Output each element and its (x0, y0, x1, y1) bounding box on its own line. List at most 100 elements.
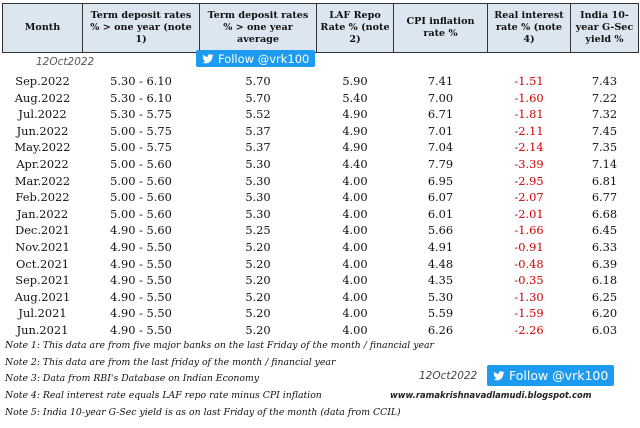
twitter-bird-icon (202, 53, 214, 63)
repo-cell: 4.00 (342, 322, 368, 337)
cpi-cell: 6.71 (427, 107, 454, 122)
td-range-cell: 5.00 - 5.75 (110, 140, 172, 155)
cpi-cell: 5.66 (427, 223, 454, 238)
cpi-cell: 4.35 (427, 273, 454, 288)
col-gsec-header: India 10-year G-Sec yield % (570, 3, 639, 53)
month-cell: Jun.2021 (16, 322, 69, 337)
table-row: Mar.2022 5.00 - 5.60 5.30 4.00 6.95 -2.95 6.81 (3, 173, 639, 190)
table-row: Sep.2022 5.30 - 6.10 5.70 5.90 7.41 -1.51 7.43 (3, 73, 639, 90)
gsec-cell: 6.45 (591, 223, 618, 238)
td-avg-cell: 5.70 (245, 74, 271, 89)
repo-cell: 5.90 (342, 74, 368, 89)
col-month-header: Month (2, 3, 83, 53)
table-row: Oct.2021 4.90 - 5.50 5.20 4.00 4.48 -0.48 6.39 (3, 256, 639, 273)
real-rate-cell: -1.60 (514, 90, 544, 105)
table-row: May.2022 5.00 - 5.75 5.37 4.90 7.04 -2.14 7.35 (3, 139, 639, 156)
cpi-cell: 7.01 (427, 123, 454, 138)
td-avg-cell: 5.20 (245, 306, 271, 321)
gsec-cell: 6.33 (591, 239, 618, 254)
gsec-cell: 6.03 (591, 322, 618, 337)
gsec-cell: 7.22 (591, 90, 618, 105)
table-row: Dec.2021 4.90 - 5.60 5.25 4.00 5.66 -1.66 6.45 (3, 222, 639, 239)
td-avg-cell: 5.30 (245, 173, 271, 188)
td-range-cell: 4.90 - 5.50 (110, 306, 172, 321)
td-avg-cell: 5.37 (245, 123, 271, 138)
gsec-cell: 6.81 (591, 173, 618, 188)
td-range-cell: 5.00 - 5.60 (110, 157, 172, 172)
cpi-cell: 6.01 (427, 206, 454, 221)
month-cell: Aug.2022 (14, 90, 71, 105)
follow-badge-bottom[interactable]: Follow @vrk100 (487, 365, 615, 386)
td-avg-cell: 5.52 (245, 107, 271, 122)
td-avg-cell: 5.20 (245, 289, 271, 304)
month-cell: Aug.2021 (14, 289, 71, 304)
note-4: Note 4: Real interest rate equals LAF re… (5, 390, 322, 402)
repo-cell: 4.00 (342, 256, 368, 271)
td-range-cell: 5.30 - 5.75 (110, 107, 172, 122)
cpi-cell: 6.26 (427, 322, 454, 337)
cpi-cell: 7.41 (427, 74, 454, 89)
table-row: Sep.2021 4.90 - 5.50 5.20 4.00 4.35 -0.35 6.18 (3, 272, 639, 289)
real-rate-cell: -0.48 (514, 256, 544, 271)
month-cell: Jul.2022 (18, 107, 67, 122)
td-avg-cell: 5.25 (245, 223, 271, 238)
col-td-avg-header: Term deposit rates % > one year average (199, 3, 317, 53)
real-rate-cell: -1.81 (514, 107, 544, 122)
repo-cell: 4.00 (342, 273, 368, 288)
month-cell: Jul.2021 (18, 306, 67, 321)
td-range-cell: 4.90 - 5.50 (110, 239, 172, 254)
real-rate-cell: -2.26 (514, 322, 544, 337)
cpi-cell: 7.04 (427, 140, 454, 155)
real-rate-cell: -0.35 (514, 273, 544, 288)
repo-cell: 4.90 (342, 107, 368, 122)
real-rate-cell: -1.59 (514, 306, 544, 321)
gsec-cell: 6.68 (591, 206, 618, 221)
note-5: Note 5: India 10-year G-Sec yield is as … (5, 406, 401, 418)
real-rate-cell: -1.51 (514, 74, 544, 89)
twitter-bird-icon (493, 370, 505, 380)
td-range-cell: 4.90 - 5.50 (110, 322, 172, 337)
repo-cell: 5.40 (342, 90, 368, 105)
cpi-cell: 5.30 (427, 289, 454, 304)
cpi-cell: 7.00 (427, 90, 454, 105)
cpi-cell: 4.48 (427, 256, 454, 271)
cpi-cell: 7.79 (427, 157, 454, 172)
real-rate-cell: -1.30 (514, 289, 544, 304)
td-avg-cell: 5.30 (245, 157, 271, 172)
cpi-cell: 6.07 (427, 190, 454, 205)
table-row: Jan.2022 5.00 - 5.60 5.30 4.00 6.01 -2.01 6.68 (3, 206, 639, 223)
real-rate-cell: -3.39 (514, 157, 544, 172)
gsec-cell: 7.14 (591, 157, 618, 172)
bottom-date: 12Oct2022 (419, 370, 478, 382)
table-row: Aug.2021 4.90 - 5.50 5.20 4.00 5.30 -1.30 6.25 (3, 289, 639, 306)
blog-url[interactable]: www.ramakrishnavadlamudi.blogspot.com (390, 390, 592, 400)
td-range-cell: 5.00 - 5.60 (110, 190, 172, 205)
real-rate-cell: -0.91 (514, 239, 544, 254)
td-avg-cell: 5.20 (245, 239, 271, 254)
note-2: Note 2: This data are from the last frid… (5, 356, 336, 368)
rates-table: Month Term deposit rates % > one year (n… (2, 3, 639, 339)
td-range-cell: 5.00 - 5.60 (110, 206, 172, 221)
td-range-cell: 4.90 - 5.50 (110, 256, 172, 271)
table-row: Apr.2022 5.00 - 5.60 5.30 4.40 7.79 -3.39 7.14 (3, 156, 639, 173)
repo-cell: 4.00 (342, 223, 368, 238)
repo-cell: 4.00 (342, 289, 368, 304)
td-avg-cell: 5.30 (245, 190, 271, 205)
month-cell: Feb.2022 (15, 190, 70, 205)
cpi-cell: 5.59 (427, 306, 454, 321)
gsec-cell: 6.18 (591, 273, 618, 288)
td-avg-cell: 5.70 (245, 90, 271, 105)
follow-label: Follow @vrk100 (509, 368, 609, 383)
col-repo-header: LAF Repo Rate % (note 2) (316, 3, 394, 53)
repo-cell: 4.00 (342, 173, 368, 188)
repo-cell: 4.40 (342, 157, 368, 172)
real-rate-cell: -1.66 (514, 223, 544, 238)
td-avg-cell: 5.37 (245, 140, 271, 155)
cpi-cell: 4.91 (427, 239, 454, 254)
follow-badge-top[interactable]: Follow @vrk100 (196, 50, 316, 67)
month-cell: Dec.2021 (15, 223, 70, 238)
cpi-cell: 6.95 (427, 173, 454, 188)
td-avg-cell: 5.20 (245, 273, 271, 288)
col-real-header: Real interest rate % (note 4) (487, 3, 571, 53)
col-td-range-header: Term deposit rates % > one year (note 1) (82, 3, 200, 53)
